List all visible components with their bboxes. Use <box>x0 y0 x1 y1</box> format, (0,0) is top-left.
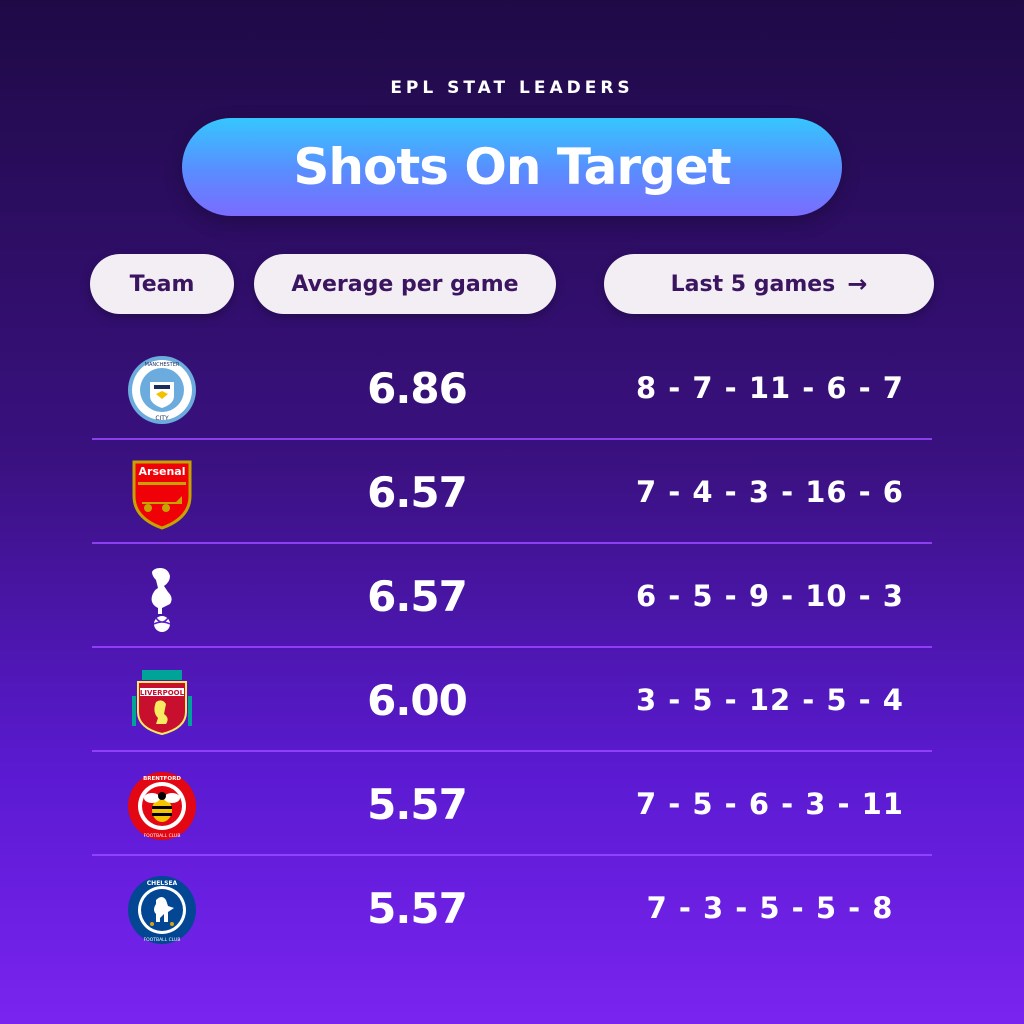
crest-text: MANCHESTER <box>145 362 180 368</box>
manchester-city-crest-icon: MANCHESTER CITY <box>128 356 196 424</box>
tottenham-crest-icon <box>151 568 172 632</box>
kicker-text: EPL STAT LEADERS <box>390 78 634 98</box>
row-divider <box>92 750 932 752</box>
column-header-average: Average per game <box>254 254 556 314</box>
last5-values: 6 - 5 - 9 - 10 - 3 <box>636 579 904 613</box>
column-header-team: Team <box>90 254 234 314</box>
table-row: MANCHESTER CITY 6.86 8 - 7 - 11 - 6 - 7 <box>92 336 932 440</box>
last5-values: 8 - 7 - 11 - 6 - 7 <box>636 371 904 405</box>
crest-text: FOOTBALL CLUB <box>144 833 181 839</box>
column-header-average-label: Average per game <box>291 271 519 297</box>
last5-values: 7 - 5 - 6 - 3 - 11 <box>636 787 904 821</box>
table-row: BRENTFORD FOOTBALL CLUB 5.57 7 - 5 - 6 -… <box>92 752 932 856</box>
row-divider <box>92 438 932 440</box>
table-row: LIVERPOOL 6.00 3 - 5 - 12 - 5 - 4 <box>92 648 932 752</box>
average-value: 5.57 <box>367 883 468 933</box>
column-header-last5-label: Last 5 games <box>670 271 836 297</box>
last5-values: 3 - 5 - 12 - 5 - 4 <box>636 683 904 717</box>
table-row: 6.57 6 - 5 - 9 - 10 - 3 <box>92 544 932 648</box>
average-value: 6.57 <box>367 467 468 517</box>
average-value: 6.00 <box>367 675 468 725</box>
crest-text: BRENTFORD <box>143 776 181 782</box>
crest-text: Arsenal <box>139 465 186 478</box>
column-header-last5: Last 5 games → <box>604 254 934 314</box>
crest-text: CITY <box>155 415 169 422</box>
arsenal-crest-icon: Arsenal <box>132 460 192 530</box>
row-divider <box>92 854 932 856</box>
page-title: Shots On Target <box>293 138 731 196</box>
last5-values: 7 - 4 - 3 - 16 - 6 <box>636 475 904 509</box>
arrow-right-icon: → <box>847 270 868 298</box>
crest-text: CHELSEA <box>147 880 178 887</box>
average-value: 5.57 <box>367 779 468 829</box>
row-divider <box>92 542 932 544</box>
last5-values: 7 - 3 - 5 - 5 - 8 <box>646 891 894 925</box>
crest-text: LIVERPOOL <box>140 689 185 697</box>
brentford-crest-icon: BRENTFORD FOOTBALL CLUB <box>128 772 196 840</box>
table-row: CHELSEA FOOTBALL CLUB 5.57 7 - 3 - 5 - 5… <box>92 856 932 960</box>
row-divider <box>92 646 932 648</box>
crest-text: FOOTBALL CLUB <box>144 937 181 943</box>
liverpool-crest-icon: LIVERPOOL <box>132 670 192 736</box>
chelsea-crest-icon: CHELSEA FOOTBALL CLUB <box>128 876 196 944</box>
table-row: Arsenal 6.57 7 - 4 - 3 - 16 - 6 <box>92 440 932 544</box>
average-value: 6.57 <box>367 571 468 621</box>
average-value: 6.86 <box>367 363 468 413</box>
title-banner: Shots On Target <box>182 118 842 216</box>
column-header-team-label: Team <box>129 271 195 297</box>
